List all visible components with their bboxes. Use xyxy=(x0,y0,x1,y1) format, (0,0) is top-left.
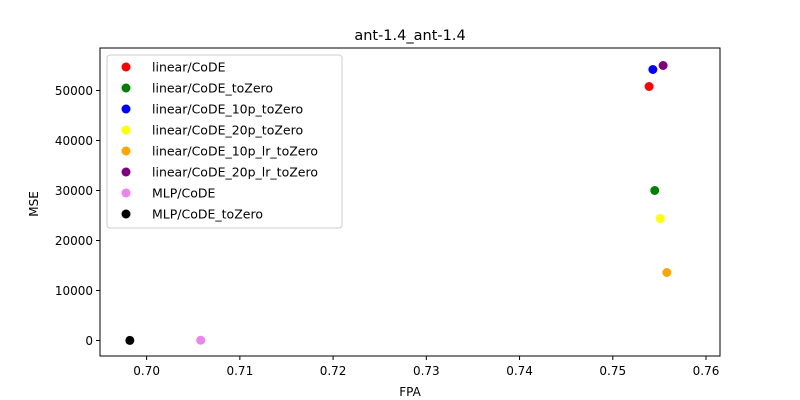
legend-label-1: linear/CoDE_toZero xyxy=(152,81,273,96)
data-point-3 xyxy=(655,214,665,223)
data-point-6 xyxy=(196,335,206,345)
legend-label-6: MLP/CoDE xyxy=(152,186,215,201)
data-point-5 xyxy=(658,61,668,70)
legend: linear/CoDE linear/CoDE_toZero linear/CoDE… xyxy=(106,54,343,229)
x-tick-label: 0.73 xyxy=(413,364,440,378)
y-tick-label: 10000 xyxy=(55,284,93,298)
legend-marker-4 xyxy=(121,146,131,156)
legend-label-7: MLP/CoDE_toZero xyxy=(152,207,263,222)
data-point-4 xyxy=(662,268,672,277)
legend-label-5: linear/CoDE_20p_lr_toZero xyxy=(152,165,318,180)
legend-marker-3 xyxy=(121,125,131,135)
data-point-7 xyxy=(125,335,135,345)
y-tick-label: 50000 xyxy=(55,84,93,98)
legend-marker-6 xyxy=(121,188,131,198)
y-tick-label: 40000 xyxy=(55,134,93,148)
legend-marker-5 xyxy=(121,167,131,177)
x-tick-label: 0.76 xyxy=(693,364,720,378)
legend-box xyxy=(106,54,343,229)
y-tick-label: 0 xyxy=(85,334,93,348)
legend-marker-2 xyxy=(121,104,131,114)
x-axis-label: FPA xyxy=(399,385,421,399)
data-point-0 xyxy=(644,82,654,91)
legend-label-0: linear/CoDE xyxy=(152,60,226,75)
x-tick-label: 0.70 xyxy=(133,364,160,378)
x-tick-label: 0.74 xyxy=(506,364,533,378)
plot-frame xyxy=(99,47,721,357)
data-point-1 xyxy=(650,186,660,195)
x-axis-ticks: 0.70 0.71 0.72 0.73 0.74 0.75 0.76 xyxy=(133,356,719,378)
x-tick-label: 0.72 xyxy=(320,364,347,378)
y-tick-label: 30000 xyxy=(55,184,93,198)
y-axis-ticks: 0 10000 20000 30000 40000 50000 xyxy=(55,84,100,348)
chart-title: ant-1.4_ant-1.4 xyxy=(354,28,465,44)
y-tick-label: 20000 xyxy=(55,234,93,248)
data-point-2 xyxy=(648,65,658,74)
x-tick-label: 0.75 xyxy=(599,364,626,378)
legend-label-4: linear/CoDE_10p_lr_toZero xyxy=(152,144,318,159)
legend-label-2: linear/CoDE_10p_toZero xyxy=(152,102,303,117)
legend-marker-1 xyxy=(121,83,131,93)
legend-marker-7 xyxy=(121,209,131,219)
legend-marker-0 xyxy=(121,62,131,72)
x-tick-label: 0.71 xyxy=(226,364,253,378)
y-axis-label: MSE xyxy=(27,191,41,217)
data-points xyxy=(125,61,672,345)
legend-label-3: linear/CoDE_20p_toZero xyxy=(152,123,303,138)
